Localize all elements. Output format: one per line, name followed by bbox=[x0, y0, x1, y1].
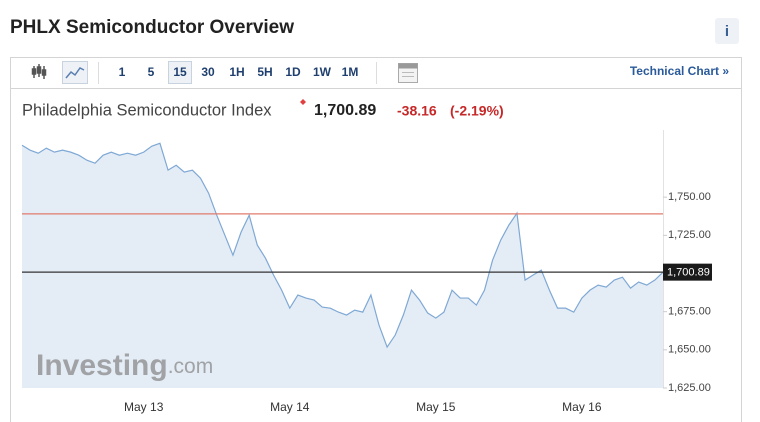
watermark-suffix: .com bbox=[168, 355, 214, 378]
interval-button[interactable]: 15 bbox=[173, 65, 187, 79]
price-change-percent: (-2.19%) bbox=[450, 103, 504, 119]
last-price-badge-label: 1,700.89 bbox=[667, 267, 710, 279]
y-tick-label: 1,650.00 bbox=[668, 344, 711, 356]
x-tick-label: May 16 bbox=[562, 400, 602, 414]
line-icon-box[interactable] bbox=[62, 61, 88, 84]
info-icon[interactable]: i bbox=[725, 23, 729, 40]
change-indicator bbox=[300, 99, 306, 105]
info-button[interactable] bbox=[715, 18, 739, 44]
widget-title: PHLX Semiconductor Overview bbox=[10, 17, 294, 38]
watermark: Investing.com bbox=[36, 349, 213, 382]
interval-button[interactable]: 30 bbox=[201, 65, 215, 79]
candle-icon[interactable] bbox=[31, 64, 47, 79]
last-price-badge bbox=[663, 263, 712, 281]
line-icon[interactable] bbox=[65, 67, 85, 79]
y-tick-label: 1,750.00 bbox=[668, 191, 711, 203]
x-tick-label: May 15 bbox=[416, 400, 456, 414]
x-tick-label: May 14 bbox=[270, 400, 310, 414]
watermark-brand: Investing bbox=[36, 349, 168, 382]
price-change: -38.16 bbox=[397, 103, 437, 119]
interval-button[interactable]: 5 bbox=[148, 65, 155, 79]
interval-button[interactable]: 1H bbox=[229, 65, 244, 79]
interval-button[interactable]: 1M bbox=[342, 65, 359, 79]
last-price: 1,700.89 bbox=[314, 102, 376, 119]
interval-button[interactable]: 1W bbox=[313, 65, 332, 79]
technical-chart-link[interactable]: Technical Chart » bbox=[630, 64, 729, 78]
interval-button[interactable]: 1D bbox=[285, 65, 301, 79]
widget-frame bbox=[10, 57, 742, 422]
x-tick-label: May 13 bbox=[124, 400, 164, 414]
interval-active[interactable] bbox=[168, 61, 192, 84]
y-tick-label: 1,725.00 bbox=[668, 229, 711, 241]
interval-button[interactable]: 5H bbox=[257, 65, 272, 79]
price-line bbox=[21, 142, 664, 349]
y-tick-label: 1,675.00 bbox=[668, 306, 711, 318]
area-fill bbox=[22, 143, 663, 388]
chart-name: Philadelphia Semiconductor Index bbox=[22, 101, 272, 119]
y-tick-label: 1,625.00 bbox=[668, 382, 711, 394]
interval-button[interactable]: 1 bbox=[119, 65, 126, 79]
calendar-icon[interactable] bbox=[398, 63, 418, 83]
